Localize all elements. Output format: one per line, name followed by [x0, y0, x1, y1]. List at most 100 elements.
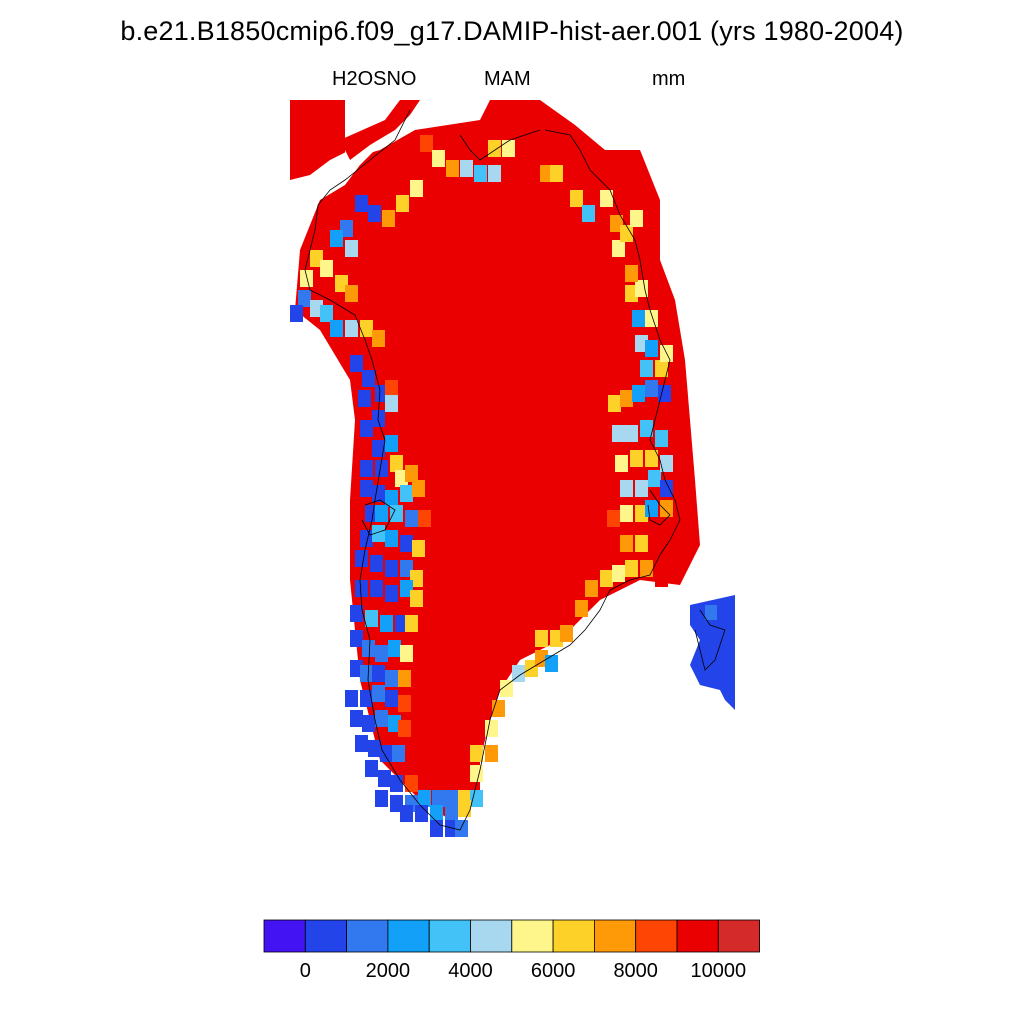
map-cell — [360, 690, 373, 707]
map-cell — [392, 745, 405, 762]
map-cell — [512, 665, 525, 682]
map-cell — [418, 790, 431, 807]
map-cell — [620, 225, 633, 242]
map-cell — [365, 760, 378, 777]
map-cell — [310, 300, 323, 317]
map-cell — [385, 670, 398, 687]
map-cell — [470, 790, 483, 807]
map-cell — [350, 710, 363, 727]
map-cell — [345, 285, 358, 302]
map-cell — [660, 480, 673, 497]
map-cell — [600, 190, 613, 207]
map-cell — [620, 535, 633, 552]
map-cell — [612, 565, 625, 582]
map-cell — [625, 560, 638, 577]
map-cell — [625, 285, 638, 302]
map-cell — [375, 710, 388, 727]
map-cell — [582, 205, 595, 222]
map-cell — [625, 425, 638, 442]
map-cell — [385, 560, 398, 577]
map-cell — [372, 665, 385, 682]
map-cell — [320, 260, 333, 277]
colorbar-swatch — [263, 919, 306, 953]
map-cell — [645, 450, 658, 467]
map-cell — [290, 305, 303, 322]
map-cell — [432, 150, 445, 167]
map-cell — [365, 610, 378, 627]
map-cell — [658, 385, 671, 402]
map-cell — [345, 320, 358, 337]
map-cell — [410, 570, 423, 587]
map-cell — [410, 180, 423, 197]
coastline-segment — [647, 489, 671, 526]
map-cell — [340, 220, 353, 237]
map-cell — [612, 240, 625, 257]
map-cell — [645, 500, 658, 517]
map-cell — [388, 715, 401, 732]
season-label: MAM — [484, 68, 531, 90]
map-cell — [635, 280, 648, 297]
map-cell — [400, 485, 413, 502]
colorbar-swatch — [470, 919, 513, 953]
map-cell — [355, 735, 368, 752]
colorbar-swatch — [387, 919, 430, 953]
map-cell — [368, 740, 381, 757]
map-cell — [446, 160, 459, 177]
map-cell — [635, 505, 648, 522]
map-cell — [632, 310, 645, 327]
map-cell — [620, 480, 633, 497]
map-cell — [420, 135, 433, 152]
iceland-landmass — [690, 595, 735, 710]
units-label: mm — [652, 68, 686, 90]
map-cell — [610, 215, 623, 232]
map-cell — [375, 645, 388, 662]
map-cell — [640, 360, 653, 377]
map-cell — [445, 820, 458, 837]
variable-label: H2OSNO — [332, 68, 417, 90]
map-cell — [358, 390, 371, 407]
map-cell — [660, 500, 673, 517]
map-cell — [648, 470, 661, 487]
map-cell — [378, 770, 391, 787]
map-cell — [400, 580, 413, 597]
colorbar-tick-label: 10000 — [690, 960, 747, 982]
map-cell — [298, 290, 311, 307]
map-cell — [535, 650, 548, 667]
map-cell — [474, 165, 487, 182]
map-cell — [607, 510, 620, 527]
map-cell — [330, 320, 343, 337]
map-cell — [345, 240, 358, 257]
map-cell — [645, 310, 658, 327]
map-cell — [400, 560, 413, 577]
map-cell — [350, 355, 363, 372]
colorbar-swatch — [717, 919, 760, 953]
map-cell — [608, 395, 621, 412]
map-cell — [412, 540, 425, 557]
map-cell — [300, 270, 313, 287]
map-cell — [360, 665, 373, 682]
map-cell — [485, 720, 498, 737]
map-cell — [410, 590, 423, 607]
map-cell — [385, 585, 398, 602]
map-cell — [380, 745, 393, 762]
map-cell — [432, 790, 445, 807]
map-cell — [375, 460, 388, 477]
colorbar-tick-label: 2000 — [365, 960, 411, 982]
map-cell — [418, 510, 431, 527]
map-cell — [360, 480, 373, 497]
map-cell — [350, 630, 363, 647]
colorbar-tick-label: 0 — [299, 960, 311, 982]
map-cell — [550, 165, 563, 182]
map-cells — [290, 100, 735, 837]
map-cell — [365, 505, 378, 522]
map-cell — [335, 275, 348, 292]
map-cell — [705, 605, 717, 620]
map-cell — [310, 250, 323, 267]
map-cell — [385, 490, 398, 507]
map-cell — [570, 190, 583, 207]
map-cell — [545, 655, 558, 672]
map-cell — [635, 535, 648, 552]
map-cell — [632, 385, 645, 402]
colorbar-swatch — [676, 919, 719, 953]
map-cell — [360, 460, 373, 477]
